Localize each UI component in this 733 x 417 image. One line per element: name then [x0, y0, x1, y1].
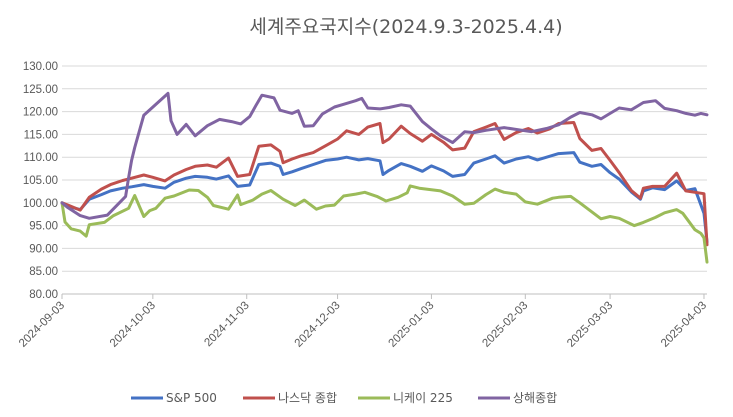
x-tick-label: 2024-09-03 [17, 300, 67, 350]
series-lines [60, 91, 709, 264]
x-tick-label: 2025-01-03 [386, 300, 436, 350]
y-tick-label: 85.00 [29, 266, 58, 278]
x-tick-label: 2025-02-03 [480, 300, 530, 350]
x-axis: 2024-09-03 2024-10-03 2024-11-03 2024-12-03… [17, 293, 709, 350]
x-tick-label: 2024-11-03 [202, 300, 251, 349]
x-tick-label: 2024-10-03 [108, 300, 158, 350]
y-tick-label: 125.00 [23, 84, 58, 96]
series-line [60, 91, 709, 220]
legend-label: 니케이 225 [393, 391, 453, 405]
x-tick-label: 2025-03-03 [565, 300, 615, 350]
x-tick-label: 2024-12-03 [293, 300, 343, 350]
series-line [60, 184, 709, 264]
chart-title: 세계주요국지수(2024.9.3-2025.4.4) [249, 16, 562, 38]
legend: S&P 500 나스닥 종합 니케이 225 상해종합 [131, 391, 557, 405]
y-tick-label: 120.00 [23, 107, 58, 119]
y-tick-label: 90.00 [29, 243, 58, 255]
y-axis: 80.00 85.00 90.00 95.00 100.00 105.00 110.00 11… [23, 61, 58, 301]
legend-label: 나스닥 종합 [278, 391, 337, 405]
y-tick-label: 100.00 [23, 198, 58, 210]
y-tick-label: 95.00 [29, 221, 58, 233]
grid-lines [62, 65, 707, 295]
legend-label: S&P 500 [166, 391, 217, 405]
y-tick-label: 105.00 [23, 175, 58, 187]
y-tick-label: 115.00 [24, 129, 58, 141]
series-line [60, 121, 709, 247]
x-tick-label: 2025-04-03 [659, 300, 709, 350]
y-tick-label: 80.00 [29, 289, 58, 301]
series-line [60, 151, 709, 244]
y-tick-label: 110.00 [24, 152, 58, 164]
legend-label: 상해종합 [513, 391, 557, 405]
y-tick-label: 130.00 [23, 61, 58, 73]
